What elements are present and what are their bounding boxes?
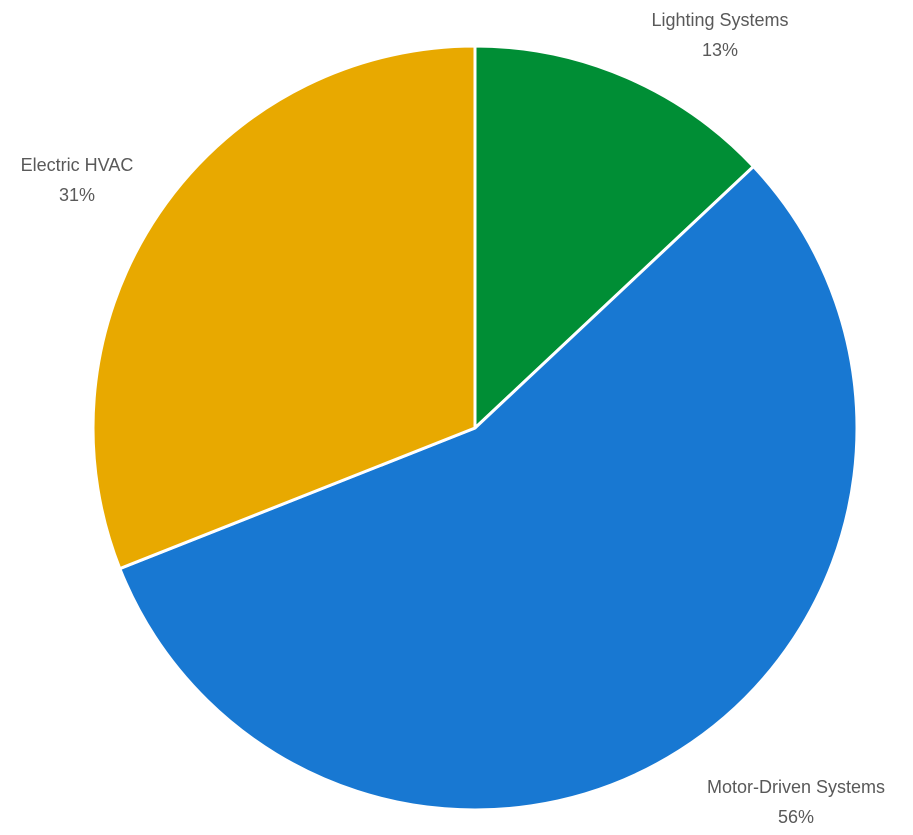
slice-label-lighting-systems: Lighting Systems bbox=[651, 10, 788, 30]
slice-label-electric-hvac: Electric HVAC bbox=[21, 155, 134, 175]
slice-percent-electric-hvac: 31% bbox=[59, 185, 95, 205]
pie-slice-motor-driven-systems bbox=[118, 165, 859, 812]
pie-slice-electric-hvac bbox=[91, 44, 477, 571]
pie-slices bbox=[91, 44, 859, 812]
slice-percent-motor-driven-systems: 56% bbox=[778, 807, 814, 827]
slice-label-motor-driven-systems: Motor-Driven Systems bbox=[707, 777, 885, 797]
slice-percent-lighting-systems: 13% bbox=[702, 40, 738, 60]
pie-slice-lighting-systems bbox=[473, 44, 755, 430]
